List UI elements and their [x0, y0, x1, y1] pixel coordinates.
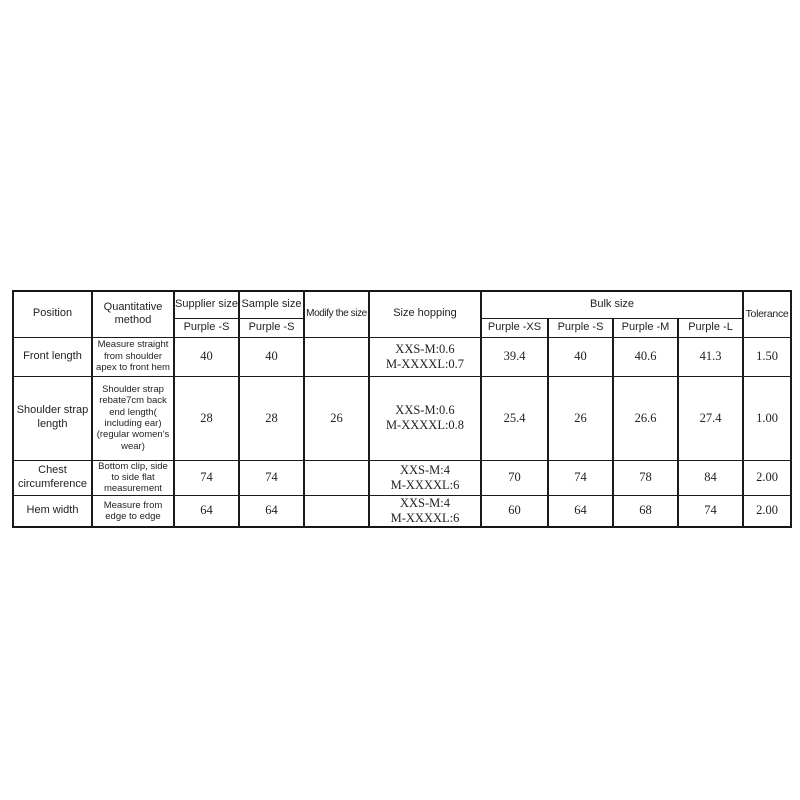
- bulk-xs-value: 60: [480, 494, 549, 528]
- bulk-xs-value: 25.4: [480, 375, 549, 461]
- size-hopping-cell: XXS-M:0.6 M-XXXXL:0.7: [368, 336, 482, 377]
- size-hopping-line-2: M-XXXXL:6: [390, 510, 460, 525]
- position-label: Shoulder strap length: [12, 375, 93, 461]
- tolerance-value: 2.00: [742, 494, 793, 528]
- position-label: Front length: [12, 336, 93, 377]
- header-row-variants: Purple -S Purple -S Purple -XS Purple -S…: [13, 317, 791, 338]
- modify-size-value: [303, 336, 370, 377]
- header-bulk-size: Bulk size: [479, 290, 745, 319]
- size-hopping-line-2: M-XXXXL:6: [390, 477, 460, 492]
- size-hopping-line-1: XXS-M:4: [399, 462, 450, 477]
- bulk-m-value: 78: [612, 459, 679, 496]
- position-label: Chest circumference: [12, 459, 93, 496]
- supplier-size-value: 28: [173, 375, 240, 461]
- sample-size-value: 64: [238, 494, 305, 528]
- bulk-s-value: 74: [547, 459, 614, 496]
- method-text: Measure straight from shoulder apex to f…: [91, 336, 175, 377]
- header-sample-variant: Purple -S: [238, 317, 305, 338]
- bulk-m-value: 68: [612, 494, 679, 528]
- bulk-m-value: 40.6: [612, 336, 679, 377]
- modify-size-value: [303, 494, 370, 528]
- header-bulk-variant-m: Purple -M: [612, 317, 679, 338]
- table-row-hem-width: Hem width Measure from edge to edge 64 6…: [12, 494, 793, 528]
- supplier-size-value: 74: [173, 459, 240, 496]
- table-row-shoulder-strap-length: Shoulder strap length Shoulder strap reb…: [12, 375, 793, 461]
- size-hopping-cell: XXS-M:4 M-XXXXL:6: [368, 494, 482, 528]
- header-size-hopping: Size hopping: [368, 290, 482, 338]
- bulk-xs-value: 39.4: [480, 336, 549, 377]
- tolerance-value: 2.00: [742, 459, 793, 496]
- header-supplier-variant: Purple -S: [173, 317, 240, 338]
- method-text: Bottom clip, side to side flat measureme…: [91, 459, 175, 496]
- sample-size-value: 28: [238, 375, 305, 461]
- size-spec-table: Position Quantitative method Supplier si…: [12, 290, 793, 529]
- size-hopping-cell: XXS-M:0.6 M-XXXXL:0.8: [368, 375, 482, 461]
- bulk-s-value: 40: [547, 336, 614, 377]
- modify-size-value: [303, 459, 370, 496]
- bulk-l-value: 27.4: [676, 375, 745, 461]
- size-hopping-line-1: XXS-M:0.6: [395, 403, 455, 418]
- bulk-s-value: 26: [547, 375, 614, 461]
- size-hopping-line-1: XXS-M:4: [399, 496, 450, 511]
- bulk-l-value: 84: [676, 459, 745, 496]
- sample-size-value: 74: [238, 459, 305, 496]
- header-bulk-variant-xs: Purple -XS: [480, 317, 549, 338]
- supplier-size-value: 40: [173, 336, 240, 377]
- sample-size-value: 40: [238, 336, 305, 377]
- size-hopping-line-2: M-XXXXL:0.8: [385, 418, 465, 432]
- header-bulk-variant-l: Purple -L: [676, 317, 745, 338]
- bulk-l-value: 41.3: [676, 336, 745, 377]
- header-sample-size: Sample size: [238, 290, 305, 319]
- method-text: Shoulder strap rebate7cm back end length…: [91, 375, 175, 461]
- tolerance-value: 1.50: [742, 336, 793, 377]
- method-text: Measure from edge to edge: [91, 494, 175, 528]
- table-row-front-length: Front length Measure straight from shoul…: [12, 336, 793, 377]
- header-quantitative-method: Quantitative method: [91, 290, 175, 338]
- bulk-xs-value: 70: [480, 459, 549, 496]
- size-hopping-cell: XXS-M:4 M-XXXXL:6: [368, 459, 482, 496]
- bulk-m-value: 26.6: [612, 375, 679, 461]
- header-row-main: Position Quantitative method Supplier si…: [12, 290, 793, 338]
- header-bulk-variant-s: Purple -S: [547, 317, 614, 338]
- size-hopping-line-2: M-XXXXL:0.7: [385, 356, 465, 371]
- modify-size-value: 26: [303, 375, 370, 461]
- bulk-s-value: 64: [547, 494, 614, 528]
- position-label: Hem width: [12, 494, 93, 528]
- tolerance-value: 1.00: [742, 375, 793, 461]
- table-row-chest-circumference: Chest circumference Bottom clip, side to…: [12, 459, 793, 496]
- size-hopping-line-1: XXS-M:0.6: [395, 341, 455, 356]
- header-position: Position: [12, 290, 93, 338]
- supplier-size-value: 64: [173, 494, 240, 528]
- header-supplier-size: Supplier size: [173, 290, 240, 319]
- header-tolerance: Tolerance: [742, 290, 793, 338]
- bulk-l-value: 74: [676, 494, 745, 528]
- header-modify-the-size: Modify the size: [303, 290, 370, 338]
